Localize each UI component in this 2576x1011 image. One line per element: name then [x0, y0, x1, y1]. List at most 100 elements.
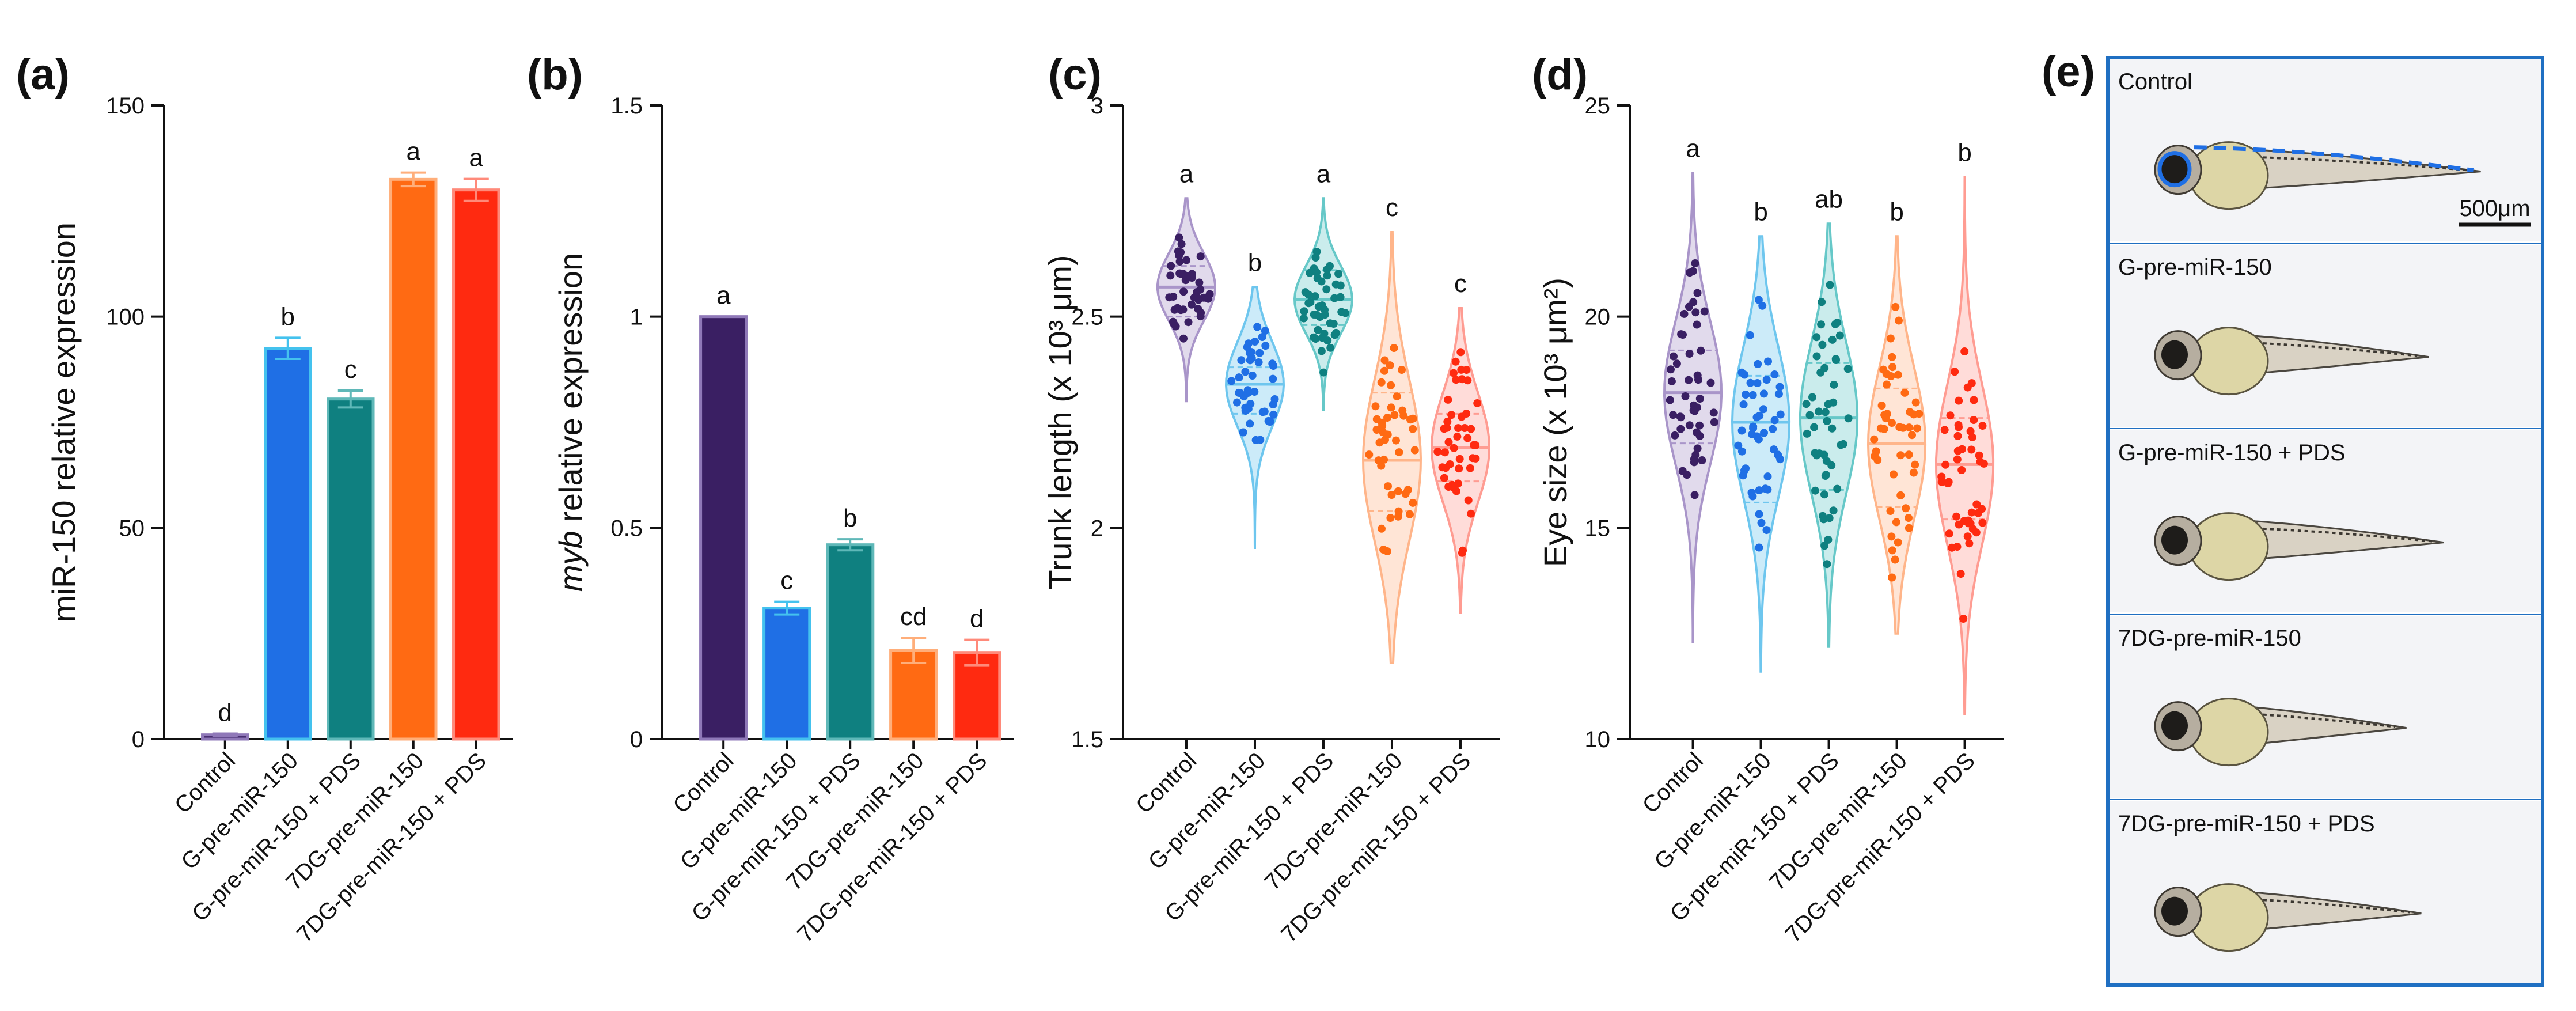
y-tick-label: 150 — [106, 93, 145, 119]
data-point — [1811, 449, 1819, 457]
data-point — [1978, 422, 1987, 430]
data-point — [1739, 400, 1748, 408]
data-point — [1454, 479, 1462, 488]
data-point — [1762, 376, 1771, 384]
photo-row: G-pre-miR-150 + PDS — [2108, 428, 2543, 612]
violin-body — [1934, 176, 1995, 715]
y-tick-label: 3 — [1091, 93, 1103, 119]
data-point — [1679, 331, 1687, 339]
data-point — [1387, 403, 1395, 412]
data-point — [1695, 421, 1704, 430]
data-point — [1872, 447, 1880, 456]
data-point — [1167, 262, 1175, 270]
data-point — [1443, 423, 1451, 432]
data-point — [1469, 454, 1477, 463]
data-point — [1235, 373, 1243, 382]
data-point — [1763, 472, 1772, 481]
data-point — [1165, 293, 1174, 302]
violin-body — [1361, 231, 1422, 664]
data-point — [1881, 414, 1890, 423]
data-point — [1443, 417, 1452, 426]
data-point — [1336, 293, 1345, 301]
data-point — [1313, 274, 1322, 282]
data-point — [1681, 392, 1690, 400]
data-point — [1455, 464, 1463, 473]
data-point — [1891, 555, 1899, 564]
data-point — [1365, 450, 1374, 459]
data-point — [1441, 448, 1449, 457]
data-point — [1454, 424, 1463, 433]
data-point — [1433, 448, 1442, 456]
data-point — [1410, 446, 1419, 455]
data-point — [1691, 450, 1700, 459]
significance-letter: a — [716, 282, 731, 310]
data-point — [1246, 356, 1254, 365]
significance-letter: a — [1317, 160, 1331, 188]
data-point — [1320, 330, 1329, 338]
y-axis-title: myb relative expression — [552, 253, 589, 592]
data-point — [1667, 377, 1676, 385]
y-tick-label: 10 — [1585, 727, 1611, 752]
data-point — [1676, 412, 1685, 421]
data-point — [1802, 400, 1811, 408]
data-point — [1314, 325, 1322, 334]
data-point — [1888, 363, 1897, 372]
data-point — [1390, 344, 1398, 353]
data-point — [1905, 524, 1913, 532]
data-point — [1453, 432, 1462, 441]
data-point — [1828, 424, 1837, 433]
data-point — [1672, 359, 1681, 368]
data-point — [1398, 366, 1406, 374]
data-point — [1963, 532, 1972, 541]
data-point — [1830, 380, 1838, 389]
data-point — [1444, 438, 1453, 446]
data-point — [1452, 376, 1460, 384]
data-point — [1734, 441, 1743, 450]
data-point — [1455, 455, 1464, 463]
data-point — [1184, 318, 1193, 327]
data-point — [1953, 431, 1962, 440]
data-point — [1301, 288, 1310, 297]
data-point — [1409, 425, 1417, 433]
data-point — [1401, 490, 1410, 498]
data-point — [1299, 314, 1308, 323]
data-point — [1447, 411, 1456, 419]
significance-letter: b — [281, 302, 295, 331]
data-point — [1818, 340, 1827, 349]
data-point — [1817, 320, 1826, 329]
data-point — [1710, 418, 1718, 426]
data-point — [1810, 423, 1819, 431]
data-point — [1747, 489, 1756, 497]
data-point — [1952, 512, 1961, 521]
bar — [264, 347, 312, 741]
data-point — [1700, 307, 1709, 316]
data-point — [1829, 506, 1838, 515]
significance-letter: c — [1386, 194, 1398, 222]
bar — [389, 177, 438, 741]
bar — [327, 397, 375, 741]
data-point — [1250, 388, 1259, 396]
data-point — [1467, 425, 1475, 433]
significance-letter: ab — [1815, 185, 1843, 213]
data-point — [1467, 509, 1475, 518]
bar — [762, 607, 811, 741]
data-point — [1406, 510, 1414, 518]
larva-eye — [2161, 896, 2188, 926]
panel-letter: (d) — [1532, 50, 1588, 99]
data-point — [1823, 560, 1831, 569]
data-point — [1976, 457, 1985, 466]
data-point — [1905, 514, 1913, 522]
photo-row: 7DG-pre-miR-150 — [2108, 614, 2543, 798]
data-point — [1956, 570, 1965, 578]
data-point — [1319, 368, 1328, 377]
data-point — [1826, 281, 1834, 289]
data-point — [1755, 543, 1763, 552]
data-point — [1251, 338, 1259, 346]
data-point — [1386, 361, 1394, 370]
data-point — [1233, 398, 1241, 407]
data-point — [1815, 407, 1823, 416]
data-point — [1835, 331, 1844, 340]
data-point — [1458, 375, 1466, 384]
data-point — [1757, 518, 1766, 527]
